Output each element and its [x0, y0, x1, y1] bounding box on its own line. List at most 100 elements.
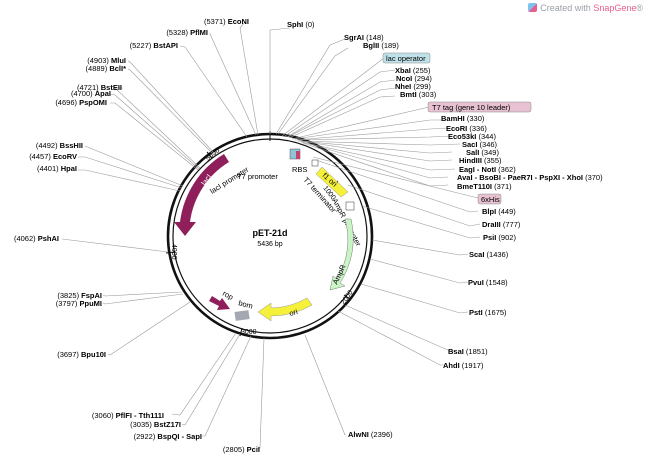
site-ecori: EcoRI (336)	[446, 124, 487, 133]
site-position: (4903)	[87, 56, 111, 65]
site-xbai: XbaI (255)	[395, 66, 431, 75]
site-ppumi: (3797) PpuMI	[56, 299, 102, 308]
site-pshai: (4062) PshAI	[14, 234, 59, 243]
snapgene-credit: Created with SnapGene®	[528, 3, 643, 13]
site-enzyme-name: PshAI	[38, 234, 59, 243]
site-pvui: PvuI (1548)	[468, 278, 508, 287]
site-ahdi: AhdI (1917)	[443, 361, 484, 370]
site-enzyme-name: BstZ17I	[154, 420, 181, 429]
site-bsshii: (4492) BssHII	[36, 141, 83, 150]
site-avai-bsobi-paer7i-pspxi-xhoi: AvaI - BsoBI - PaeR7I - PspXI - XhoI (37…	[457, 173, 603, 182]
site-enzyme-name: EcoRI	[446, 124, 467, 133]
site-bsteii: (4721) BstEII	[77, 83, 122, 92]
site-leader-lines	[61, 21, 481, 450]
site-position: (5328)	[166, 28, 190, 37]
site-bpu10i: (3697) Bpu10I	[57, 350, 106, 359]
site-position: (2922)	[134, 432, 158, 441]
site-position: (3797)	[56, 299, 80, 308]
site-mlui: (4903) MluI	[87, 56, 126, 65]
site-position: (449)	[496, 207, 516, 216]
site-enzyme-name: BsaI	[448, 347, 464, 356]
site-enzyme-name: BglII	[363, 41, 379, 50]
plasmid-length: 5436 bp	[257, 241, 282, 248]
lac-operator-box	[382, 52, 431, 64]
site-blpi: BlpI (449)	[482, 207, 516, 216]
ori-arrow	[257, 297, 313, 322]
site-enzyme-name: PciI	[247, 445, 260, 454]
site-enzyme-name: PpuMI	[80, 299, 103, 308]
tick-2000	[343, 294, 352, 301]
site-position: (4700)	[71, 89, 95, 98]
site-enzyme-name: DraIII	[482, 220, 501, 229]
site-enzyme-name: HindIII	[459, 156, 482, 165]
site-bspqi-sapi: (2922) BspQI - SapI	[134, 432, 202, 441]
site-enzyme-name: BstEII	[101, 83, 122, 92]
site-pflmi: (5328) PflMI	[166, 28, 208, 37]
site-saci: SacI (346)	[462, 140, 498, 149]
site-position: (4696)	[55, 98, 79, 107]
site-pcii: (2805) PciI	[223, 445, 260, 454]
site-bmti: BmtI (303)	[400, 90, 437, 99]
site-enzyme-name: SacI	[462, 140, 477, 149]
tick-4000	[165, 251, 176, 254]
site-sphi: SphI (0)	[287, 20, 315, 29]
restriction-sites: SphI (0) SgrAI (148)BglII (189) XbaI (255)…	[14, 17, 603, 454]
site-enzyme-name: HpaI	[61, 164, 77, 173]
t7-promoter-label: T7 promoter	[237, 172, 278, 181]
site-sali: SalI (349)	[466, 148, 499, 157]
site-bglii: BglII (189)	[363, 41, 399, 50]
site-enzyme-name: ApaI	[95, 89, 111, 98]
ampr-label: AmpR	[331, 263, 348, 286]
site-psii: PsiI (902)	[483, 233, 516, 242]
bom-label: bom	[237, 298, 253, 310]
site-enzyme-name: AvaI - BsoBI - PaeR7I - PspXI - XhoI	[457, 173, 583, 182]
site-bsai: BsaI (1851)	[448, 347, 488, 356]
t7-tag-label: T7 tag (gene 10 leader)	[432, 103, 511, 112]
site-eagi-noti: EagI - NotI (362)	[459, 165, 516, 174]
site-enzyme-name: BmtI	[400, 90, 417, 99]
site-enzyme-name: PflMI	[190, 28, 208, 37]
site-position: (1917)	[460, 361, 484, 370]
site-position: (355)	[482, 156, 502, 165]
site-enzyme-name: BlpI	[482, 207, 496, 216]
site-bstz17i: (3035) BstZ17I	[130, 420, 181, 429]
site-enzyme-name: SalI	[466, 148, 479, 157]
site-nhei: NheI (299)	[395, 82, 431, 91]
site-position: (1851)	[464, 347, 488, 356]
site-position: (3697)	[57, 350, 81, 359]
site-enzyme-name: EagI - NotI	[459, 165, 496, 174]
site-enzyme-name: Bpu10I	[81, 350, 106, 359]
site-econi: (5371) EcoNI	[204, 17, 249, 26]
site-position: (4492)	[36, 141, 60, 150]
site-enzyme-name: BclI*	[109, 64, 126, 73]
tick-label-3000: 3000	[241, 329, 257, 336]
site-enzyme-name: FspAI	[81, 291, 102, 300]
bom-feature	[234, 310, 250, 321]
site-position: (1548)	[484, 278, 508, 287]
site-enzyme-name: ScaI	[469, 250, 484, 259]
site-position: (362)	[496, 165, 516, 174]
site-position: (189)	[379, 41, 399, 50]
site-position: (4721)	[77, 83, 101, 92]
site-position: (255)	[411, 66, 431, 75]
site-position: (349)	[479, 148, 499, 157]
site-position: (330)	[465, 114, 485, 123]
site-enzyme-name: BmeT110I	[457, 182, 492, 191]
credit-prefix: Created with	[540, 3, 594, 13]
site-hindiii: HindIII (355)	[459, 156, 502, 165]
site-position: (294)	[412, 74, 432, 83]
site-position: (2805)	[223, 445, 247, 454]
site-enzyme-name: EcoRV	[53, 152, 77, 161]
site-position: (4457)	[29, 152, 53, 161]
site-bcli: (4889) BclI*	[86, 64, 127, 73]
site-draiii: DraIII (777)	[482, 220, 521, 229]
ampr-arrow	[329, 218, 354, 291]
site-position: (371)	[492, 182, 512, 191]
site-position: (0)	[303, 20, 315, 29]
site-enzyme-name: XbaI	[395, 66, 411, 75]
site-ecorv: (4457) EcoRV	[29, 152, 77, 161]
site-position: (5227)	[130, 41, 154, 50]
site-position: (4889)	[86, 64, 110, 73]
site-enzyme-name: SphI	[287, 20, 303, 29]
site-position: (3825)	[57, 291, 81, 300]
